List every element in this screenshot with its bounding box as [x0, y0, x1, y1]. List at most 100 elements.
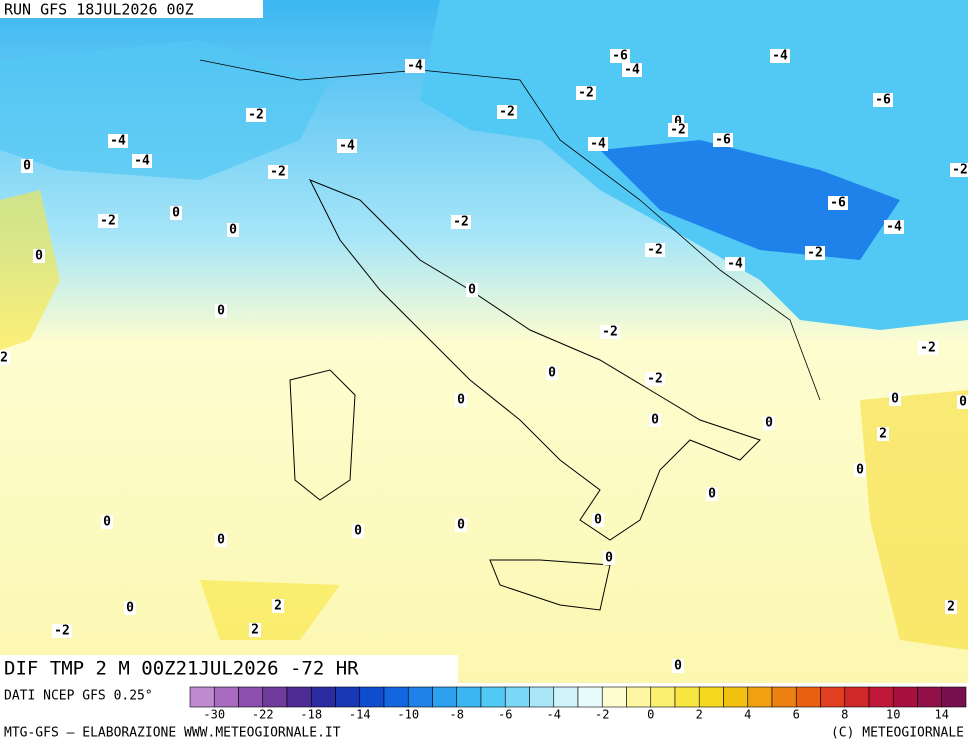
- contour-label-box: [770, 49, 790, 63]
- contour-label: -2: [920, 341, 936, 356]
- colorbar-label: 4: [744, 708, 751, 722]
- contour-label: -4: [590, 137, 606, 152]
- contour-label: 2: [274, 599, 282, 614]
- contour-label: 0: [594, 513, 602, 528]
- contour-label-box: [52, 624, 72, 638]
- contour-label-box: [249, 623, 261, 637]
- colorbar: -30-22-18-14-10-8-6-4-2024681014182230: [189, 686, 967, 722]
- contour-label-box: [877, 427, 889, 441]
- contour-label: 2: [947, 600, 955, 615]
- colorbar-swatch: [650, 686, 676, 708]
- contour-label: -2: [578, 86, 594, 101]
- colorbar-label: 6: [793, 708, 800, 722]
- contour-label: -6: [612, 49, 628, 64]
- colorbar-swatch: [820, 686, 846, 708]
- contour-label-box: [455, 393, 467, 407]
- colorbar-swatch: [359, 686, 385, 708]
- contour-label-box: [21, 159, 33, 173]
- contour-label-box: [610, 49, 630, 63]
- contour-label: -2: [952, 163, 968, 178]
- colorbar-label: 8: [841, 708, 848, 722]
- warm-area: [200, 580, 340, 640]
- colorbar-swatch: [310, 686, 336, 708]
- colorbar-swatch: [917, 686, 943, 708]
- footer-right: (C) METEOGIORNALE: [831, 726, 964, 741]
- contour-label-box: [451, 215, 471, 229]
- contour-label-box: [600, 325, 620, 339]
- colorbar-label: 10: [886, 708, 900, 722]
- contour-label: -2: [807, 246, 823, 261]
- contour-label-box: [873, 93, 893, 107]
- contour-label: -2: [670, 123, 686, 138]
- contour-label: -6: [875, 93, 891, 108]
- contour-label: 0: [605, 551, 613, 566]
- colorbar-swatch: [795, 686, 821, 708]
- contour-label-box: [466, 283, 478, 297]
- colorbar-label: -2: [595, 708, 609, 722]
- contour-label-box: [132, 154, 152, 168]
- contour-label: -2: [54, 624, 70, 639]
- contour-label: -2: [270, 165, 286, 180]
- contour-label-box: [546, 366, 558, 380]
- source-label: DATI NCEP GFS 0.25°: [4, 689, 153, 704]
- colorbar-swatch: [844, 686, 870, 708]
- contour-label-box: [645, 372, 665, 386]
- colorbar-label: -14: [349, 708, 371, 722]
- colorbar-swatch: [383, 686, 409, 708]
- colorbar-swatch: [480, 686, 506, 708]
- contour-label: 2: [0, 351, 8, 366]
- contour-label: -6: [715, 133, 731, 148]
- contour-label-box: [918, 341, 938, 355]
- contour-labels: -6-4-4-4-2 -6-2 -20-2-4-4-4 -4 -60 -2 -2-6-40-…: [0, 49, 968, 674]
- contour-label: 0: [959, 395, 967, 410]
- colorbar-swatch: [723, 686, 749, 708]
- cold-area-west: [0, 40, 330, 180]
- contour-label-box: [497, 105, 517, 119]
- contour-label-box: [854, 463, 866, 477]
- contour-label-box: [592, 513, 604, 527]
- contour-label: -6: [830, 196, 846, 211]
- contour-label: -2: [248, 108, 264, 123]
- contour-label: 0: [229, 223, 237, 238]
- colorbar-label: -6: [498, 708, 512, 722]
- colorbar-swatch: [238, 686, 264, 708]
- contour-label: -4: [772, 49, 788, 64]
- contour-label-box: [713, 133, 733, 147]
- colorbar-label: 2: [696, 708, 703, 722]
- contour-label-box: [576, 86, 596, 100]
- run-label: RUN GFS 18JUL2026 00Z: [4, 1, 194, 19]
- colorbar-swatch: [335, 686, 361, 708]
- contour-label: 0: [457, 518, 465, 533]
- colorbar-swatch: [529, 686, 555, 708]
- colorbar-swatch: [747, 686, 773, 708]
- contour-label: 0: [674, 115, 682, 130]
- contour-label-box: [33, 249, 45, 263]
- contour-label-box: [0, 351, 10, 365]
- warm-area: [0, 190, 60, 350]
- contour-label: 0: [891, 392, 899, 407]
- contour-label-box: [215, 533, 227, 547]
- contour-label: -2: [499, 105, 515, 120]
- footer-left: MTG-GFS – ELABORAZIONE WWW.METEOGIORNALE…: [4, 726, 341, 741]
- colorbar-swatch: [456, 686, 482, 708]
- contour-label-box: [645, 243, 665, 257]
- contour-label: -4: [727, 257, 743, 272]
- run-box: [0, 0, 263, 18]
- colorbar-swatch: [698, 686, 724, 708]
- colorbar-swatch: [601, 686, 627, 708]
- contour-label-box: [455, 518, 467, 532]
- contour-label: -2: [100, 214, 116, 229]
- colorbar-swatch: [504, 686, 530, 708]
- contour-label-box: [268, 165, 288, 179]
- colorbar-label: -30: [203, 708, 225, 722]
- contour-label-box: [101, 515, 113, 529]
- contour-label-box: [884, 220, 904, 234]
- contour-label: -4: [134, 154, 150, 169]
- coastline: [489, 559, 611, 611]
- colorbar-label: -18: [300, 708, 322, 722]
- contour-label-box: [170, 206, 182, 220]
- colorbar-swatch: [771, 686, 797, 708]
- contour-label: 0: [651, 413, 659, 428]
- contour-label-box: [215, 304, 227, 318]
- contour-label: 0: [172, 206, 180, 221]
